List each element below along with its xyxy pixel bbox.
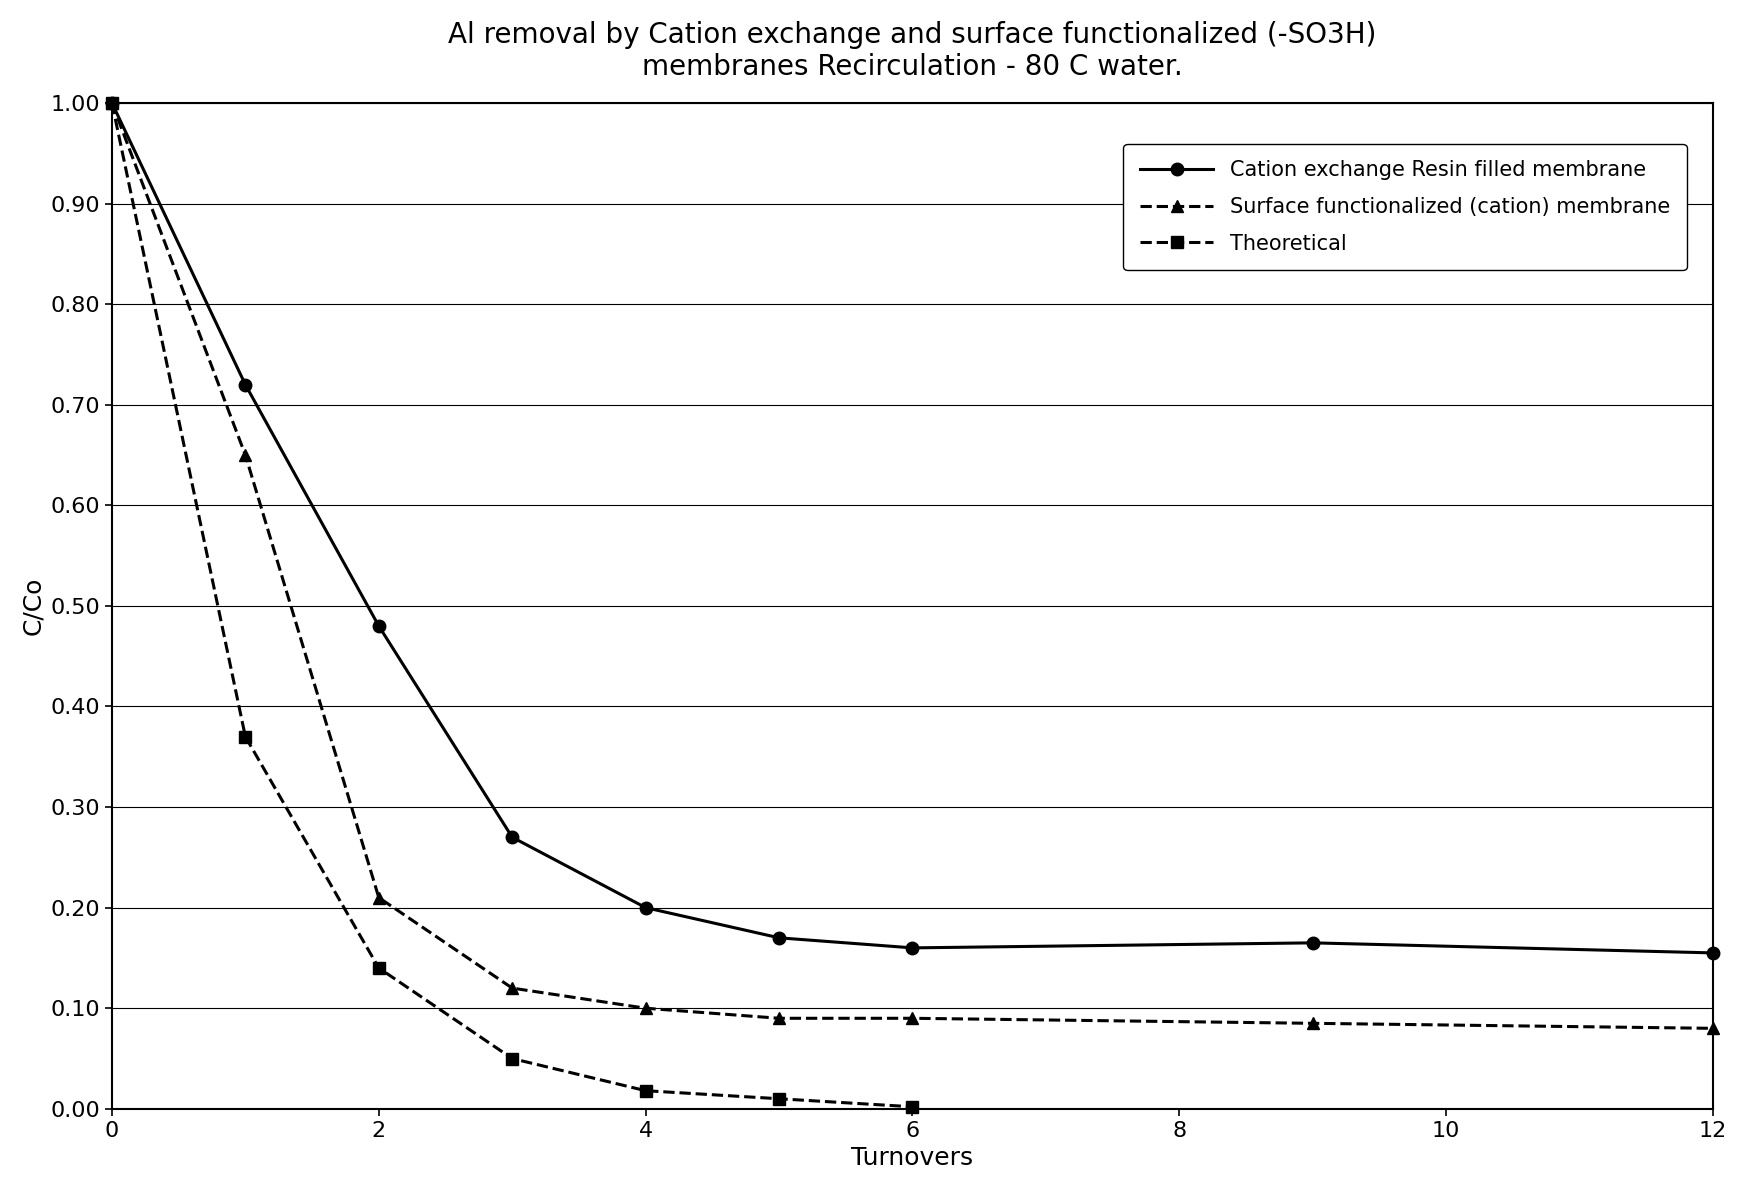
Surface functionalized (cation) membrane: [635, 1002, 656, 1016]
Cation exchange Resin filled membrane: [1302, 936, 1323, 950]
Theoretical: [369, 961, 390, 975]
Surface functionalized (cation) membrane: [502, 981, 523, 996]
Surface functionalized (cation) membrane: [1703, 1021, 1724, 1035]
Cation exchange Resin filled membrane: [902, 941, 923, 955]
Surface functionalized (cation) membrane: [234, 448, 255, 462]
Theoretical: [234, 730, 255, 744]
Cation exchange Resin filled membrane: [502, 830, 523, 844]
Theoretical: [902, 1099, 923, 1114]
Title: Al removal by Cation exchange and surface functionalized (-SO3H)
membranes Recir: Al removal by Cation exchange and surfac…: [447, 20, 1377, 81]
Cation exchange Resin filled membrane: [234, 378, 255, 392]
Y-axis label: C/Co: C/Co: [21, 576, 45, 635]
Surface functionalized (cation) membrane: [769, 1011, 790, 1025]
Theoretical: [101, 95, 122, 110]
Theoretical: [635, 1084, 656, 1098]
Cation exchange Resin filled membrane: [635, 900, 656, 915]
Cation exchange Resin filled membrane: [769, 930, 790, 944]
Surface functionalized (cation) membrane: [1302, 1016, 1323, 1030]
Surface functionalized (cation) membrane: [369, 891, 390, 905]
Cation exchange Resin filled membrane: [101, 95, 122, 110]
Theoretical: [769, 1092, 790, 1106]
Cation exchange Resin filled membrane: [1703, 946, 1724, 960]
Line: Cation exchange Resin filled membrane: Cation exchange Resin filled membrane: [105, 96, 1720, 959]
Theoretical: [502, 1052, 523, 1066]
Legend: Cation exchange Resin filled membrane, Surface functionalized (cation) membrane,: Cation exchange Resin filled membrane, S…: [1124, 144, 1687, 270]
Surface functionalized (cation) membrane: [101, 95, 122, 110]
Cation exchange Resin filled membrane: [369, 619, 390, 634]
Surface functionalized (cation) membrane: [902, 1011, 923, 1025]
Line: Theoretical: Theoretical: [105, 96, 919, 1114]
Line: Surface functionalized (cation) membrane: Surface functionalized (cation) membrane: [105, 96, 1720, 1035]
X-axis label: Turnovers: Turnovers: [851, 1146, 974, 1171]
